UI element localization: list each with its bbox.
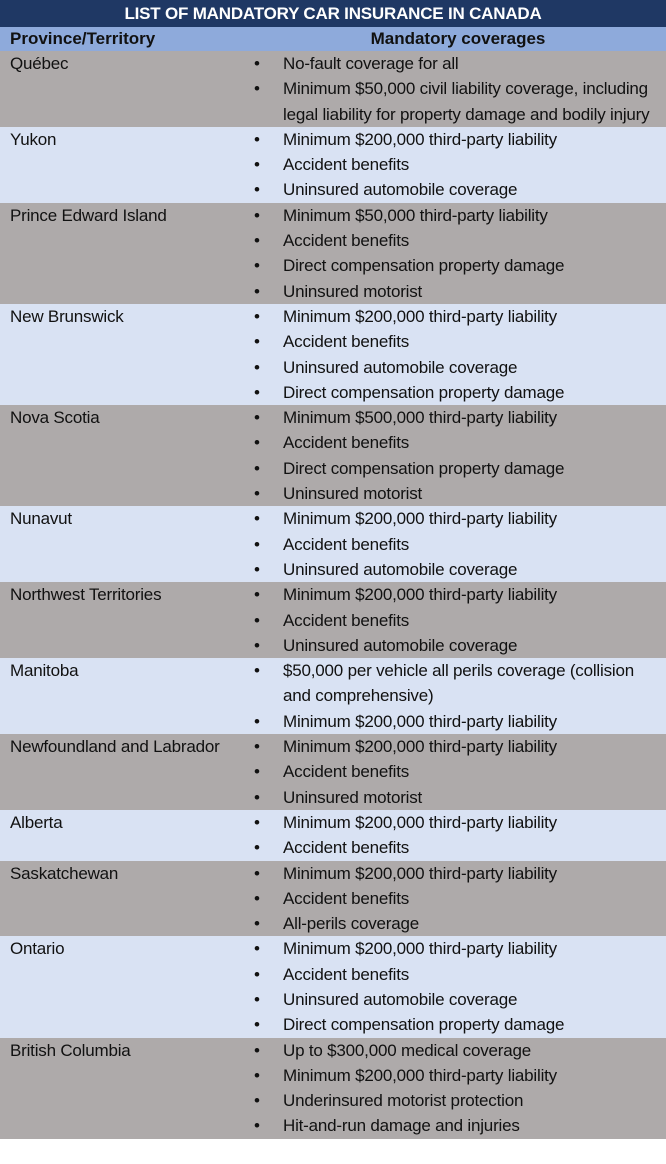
coverage-item: Accident benefits: [240, 759, 666, 785]
coverage-item: Accident benefits: [240, 152, 666, 178]
coverage-item: Up to $300,000 medical coverage: [240, 1038, 666, 1064]
header-province: Province/Territory: [10, 29, 156, 48]
table-row: Newfoundland and Labrador Minimum $200,00…: [0, 734, 666, 810]
coverage-item: Direct compensation property damage: [240, 1012, 666, 1038]
coverages-cell: Minimum $200,000 third-party liabilityAc…: [240, 582, 666, 658]
coverage-item: All-perils coverage: [240, 911, 666, 937]
coverage-item: Accident benefits: [240, 430, 666, 456]
coverages-cell: Minimum $50,000 third-party liabilityAcc…: [240, 203, 666, 304]
coverage-item: Minimum $200,000 third-party liability: [240, 936, 666, 962]
coverage-item: Uninsured automobile coverage: [240, 557, 666, 583]
coverage-item: $50,000 per vehicle all perils coverage …: [240, 658, 666, 709]
coverage-list: Minimum $200,000 third-party liabilityAc…: [240, 861, 666, 937]
coverage-list: Minimum $200,000 third-party liabilityAc…: [240, 582, 666, 658]
coverage-item: Minimum $200,000 third-party liability: [240, 734, 666, 760]
coverages-cell: Minimum $200,000 third-party liabilityAc…: [240, 810, 666, 861]
table-body: QuébecNo-fault coverage for allMinimum $…: [0, 51, 666, 1139]
coverage-item: Direct compensation property damage: [240, 253, 666, 279]
coverage-item: Direct compensation property damage: [240, 456, 666, 482]
coverages-cell: Minimum $200,000 third-party liabilityAc…: [240, 936, 666, 1037]
province-cell: Ontario: [10, 939, 65, 959]
table-row: Alberta Minimum $200,000 third-party liab…: [0, 809, 666, 861]
table-row: Manitoba $50,000 per vehicle all perils c…: [0, 658, 666, 734]
table-row: Northwest Territories Minimum $200,000 th…: [0, 582, 666, 658]
coverages-cell: Minimum $200,000 third-party liabilityAc…: [240, 734, 666, 810]
province-cell: Prince Edward Island: [10, 205, 167, 225]
coverage-item: No-fault coverage for all: [240, 51, 666, 77]
province-cell: Saskatchewan: [10, 863, 119, 883]
coverage-item: Minimum $200,000 third-party liability: [240, 709, 666, 735]
coverage-item: Underinsured motorist protection: [240, 1088, 666, 1114]
coverage-item: Uninsured motorist: [240, 785, 666, 811]
province-cell: New Brunswick: [10, 306, 124, 326]
coverage-item: Minimum $50,000 civil liability coverage…: [240, 76, 666, 127]
coverage-item: Uninsured automobile coverage: [240, 355, 666, 381]
coverage-item: Uninsured automobile coverage: [240, 987, 666, 1013]
coverage-item: Uninsured motorist: [240, 279, 666, 305]
coverages-cell: Up to $300,000 medical coverageMinimum $…: [240, 1038, 666, 1139]
coverage-list: Minimum $200,000 third-party liabilityAc…: [240, 127, 666, 203]
header-coverages: Mandatory coverages: [370, 29, 546, 48]
coverage-item: Minimum $200,000 third-party liability: [240, 861, 666, 887]
table-row: Ontario Minimum $200,000 third-party liab…: [0, 936, 666, 1038]
coverage-item: Minimum $500,000 third-party liability: [240, 405, 666, 431]
coverage-item: Minimum $200,000 third-party liability: [240, 810, 666, 836]
coverage-item: Accident benefits: [240, 532, 666, 558]
province-cell: Manitoba: [10, 661, 79, 681]
table-header-row: Province/Territory Mandatory coverages: [0, 27, 666, 51]
table-title: LIST OF MANDATORY CAR INSURANCE IN CANAD…: [0, 0, 666, 27]
coverage-item: Accident benefits: [240, 835, 666, 861]
coverages-cell: No-fault coverage for allMinimum $50,000…: [240, 51, 666, 127]
table-row: Nunavut Minimum $200,000 third-party liab…: [0, 506, 666, 583]
coverage-item: Hit-and-run damage and injuries: [240, 1113, 666, 1139]
coverage-item: Accident benefits: [240, 962, 666, 988]
province-cell: Yukon: [10, 129, 57, 149]
province-cell: Newfoundland and Labrador: [10, 737, 220, 757]
coverages-cell: Minimum $200,000 third-party liabilityAc…: [240, 304, 666, 405]
coverage-item: Uninsured motorist: [240, 481, 666, 507]
table-row: Saskatchewan Minimum $200,000 third-party…: [0, 860, 666, 937]
insurance-table: LIST OF MANDATORY CAR INSURANCE IN CANAD…: [0, 0, 666, 1139]
coverage-item: Uninsured automobile coverage: [240, 177, 666, 203]
coverages-cell: Minimum $200,000 third-party liabilityAc…: [240, 506, 666, 582]
coverages-cell: Minimum $500,000 third-party liabilityAc…: [240, 405, 666, 506]
coverage-list: Minimum $500,000 third-party liabilityAc…: [240, 405, 666, 506]
coverage-item: Direct compensation property damage: [240, 380, 666, 406]
table-row: Québec No-fault coverage for allMinimum $…: [0, 51, 666, 127]
table-row: Yukon Minimum $200,000 third-party liabil…: [0, 126, 666, 203]
coverage-list: Minimum $200,000 third-party liabilityAc…: [240, 810, 666, 861]
coverage-item: Accident benefits: [240, 228, 666, 254]
coverage-item: Minimum $50,000 third-party liability: [240, 203, 666, 229]
province-cell: Northwest Territories: [10, 585, 162, 605]
coverage-list: Minimum $200,000 third-party liabilityAc…: [240, 734, 666, 810]
coverage-list: Up to $300,000 medical coverageMinimum $…: [240, 1038, 666, 1139]
coverage-list: $50,000 per vehicle all perils coverage …: [240, 658, 666, 734]
province-cell: Québec: [10, 54, 69, 73]
table-row: Nova Scotia Minimum $500,000 third-party …: [0, 405, 666, 507]
table-row: New Brunswick Minimum $200,000 third-part…: [0, 303, 666, 405]
coverage-item: Uninsured automobile coverage: [240, 633, 666, 659]
coverage-item: Accident benefits: [240, 608, 666, 634]
coverage-item: Minimum $200,000 third-party liability: [240, 506, 666, 532]
table-row: Prince Edward Island Minimum $50,000 thir…: [0, 202, 666, 304]
coverage-item: Minimum $200,000 third-party liability: [240, 1063, 666, 1089]
province-cell: Nunavut: [10, 509, 72, 529]
province-cell: Alberta: [10, 812, 63, 832]
coverages-cell: Minimum $200,000 third-party liabilityAc…: [240, 861, 666, 937]
coverage-list: Minimum $200,000 third-party liabilityAc…: [240, 936, 666, 1037]
coverage-item: Accident benefits: [240, 329, 666, 355]
coverage-list: Minimum $200,000 third-party liabilityAc…: [240, 506, 666, 582]
coverage-item: Minimum $200,000 third-party liability: [240, 304, 666, 330]
province-cell: Nova Scotia: [10, 408, 100, 428]
coverages-cell: Minimum $200,000 third-party liabilityAc…: [240, 127, 666, 203]
coverage-list: Minimum $50,000 third-party liabilityAcc…: [240, 203, 666, 304]
coverage-list: Minimum $200,000 third-party liabilityAc…: [240, 304, 666, 405]
coverage-item: Minimum $200,000 third-party liability: [240, 127, 666, 153]
coverages-cell: $50,000 per vehicle all perils coverage …: [240, 658, 666, 734]
coverage-item: Accident benefits: [240, 886, 666, 912]
table-row: British Columbia Up to $300,000 medical c…: [0, 1037, 666, 1139]
province-cell: British Columbia: [10, 1040, 131, 1060]
coverage-list: No-fault coverage for allMinimum $50,000…: [240, 51, 666, 127]
coverage-item: Minimum $200,000 third-party liability: [240, 582, 666, 608]
